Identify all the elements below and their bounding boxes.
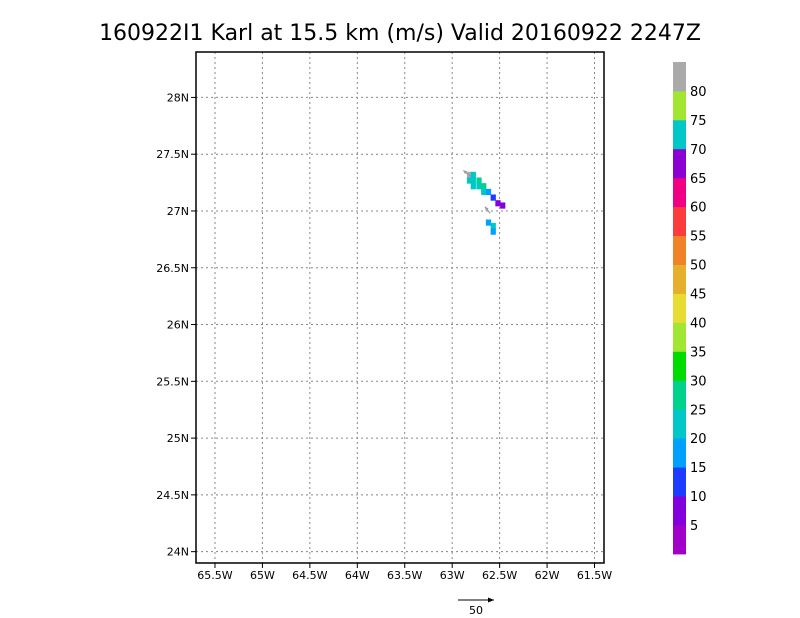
x-tick-label: 62W — [535, 569, 560, 582]
y-tick-label: 27.5N — [156, 148, 189, 161]
colorbar-label: 10 — [690, 490, 707, 505]
data-cell — [495, 200, 501, 207]
colorbar-label: 25 — [690, 403, 707, 418]
colorbar-swatch — [673, 264, 686, 294]
data-cell — [476, 183, 482, 190]
colorbar-swatch — [673, 525, 686, 555]
data-cell — [481, 183, 487, 190]
colorbar-swatch — [673, 206, 686, 237]
y-tick-label: 27N — [167, 205, 189, 218]
x-tick-label: 64W — [345, 569, 370, 582]
colorbar-label: 60 — [690, 201, 707, 216]
plot-frame — [195, 51, 605, 564]
x-tick-label: 64.5W — [292, 569, 327, 582]
wind-vector-arrowhead — [484, 206, 489, 211]
x-tick-label: 65.5W — [197, 569, 232, 582]
x-tick-label: 65W — [250, 569, 275, 582]
colorbar-label: 40 — [690, 316, 707, 331]
x-tick-label: 63W — [440, 569, 465, 582]
y-tick-label: 24.5N — [156, 489, 189, 502]
data-cells — [466, 171, 506, 235]
x-tick-label: 63.5W — [387, 569, 422, 582]
data-cell — [485, 188, 492, 196]
colorbar-label: 15 — [690, 461, 707, 476]
data-cell — [490, 194, 496, 201]
y-tick-label: 28N — [167, 91, 189, 104]
colorbar-swatch — [673, 438, 686, 468]
x-tick-label: 61.5W — [577, 569, 612, 582]
colorbar-swatch — [673, 467, 686, 497]
data-cell — [481, 188, 487, 196]
x-axis-ticks: 65.5W 65W 64.5W 64W 63.5W 63W 62.5W 62W 61.5W — [197, 563, 612, 582]
grid-lines — [196, 52, 604, 563]
colorbar-swatch — [673, 148, 686, 179]
y-axis-ticks: 24N 24.5N 25N 25.5N 26N 26.5N 27N 27.5N 28N — [156, 91, 196, 559]
colorbar-label: 45 — [690, 288, 707, 303]
data-cell — [485, 219, 492, 226]
data-cell — [500, 202, 506, 209]
colorbar-swatch — [673, 119, 686, 150]
colorbar-label: 20 — [690, 432, 707, 447]
data-cell — [470, 171, 476, 178]
colorbar-swatch — [673, 351, 686, 381]
colorbar-label: 50 — [690, 259, 707, 274]
colorbar-label: 65 — [690, 172, 707, 187]
chart-title: 160922I1 Karl at 15.5 km (m/s) Valid 201… — [99, 21, 701, 46]
colorbar-label: 55 — [690, 230, 707, 245]
colorbar-label: 5 — [690, 519, 698, 534]
reference-vector-arrowhead — [488, 597, 494, 603]
y-tick-label: 24N — [167, 546, 189, 559]
y-tick-label: 26.5N — [156, 262, 189, 275]
data-cell — [490, 222, 496, 230]
colorbar-label: 35 — [690, 345, 707, 360]
reference-vector: 50 — [458, 597, 494, 617]
colorbar-swatch — [673, 293, 686, 323]
data-cell — [466, 177, 473, 184]
wind-vectors — [462, 169, 491, 214]
y-tick-label: 25.5N — [156, 375, 189, 388]
colorbar-swatch — [673, 90, 686, 121]
colorbar-label: 30 — [690, 374, 707, 389]
colorbar-swatch — [673, 496, 686, 526]
colorbar-swatch — [673, 235, 686, 265]
colorbar-swatch — [673, 177, 686, 208]
colorbar-label: 80 — [690, 85, 707, 100]
colorbar-swatch — [673, 322, 686, 352]
colorbar-swatch — [673, 380, 686, 410]
colorbar-swatch — [673, 62, 686, 92]
x-tick-label: 62.5W — [482, 569, 517, 582]
y-tick-label: 26N — [167, 319, 189, 332]
colorbar-swatch — [673, 409, 686, 439]
y-tick-label: 25N — [167, 432, 189, 445]
colorbar: 5 10 15 20 25 30 35 40 45 50 55 60 65 70 75 80 — [673, 62, 707, 555]
data-cell — [470, 177, 476, 184]
data-cell — [470, 183, 476, 190]
colorbar-label: 75 — [690, 114, 707, 129]
colorbar-label: 70 — [690, 143, 707, 158]
data-cell — [490, 228, 496, 235]
reference-vector-label: 50 — [469, 604, 483, 617]
data-cell — [476, 177, 482, 184]
wind-vector-arrowhead — [463, 170, 468, 175]
